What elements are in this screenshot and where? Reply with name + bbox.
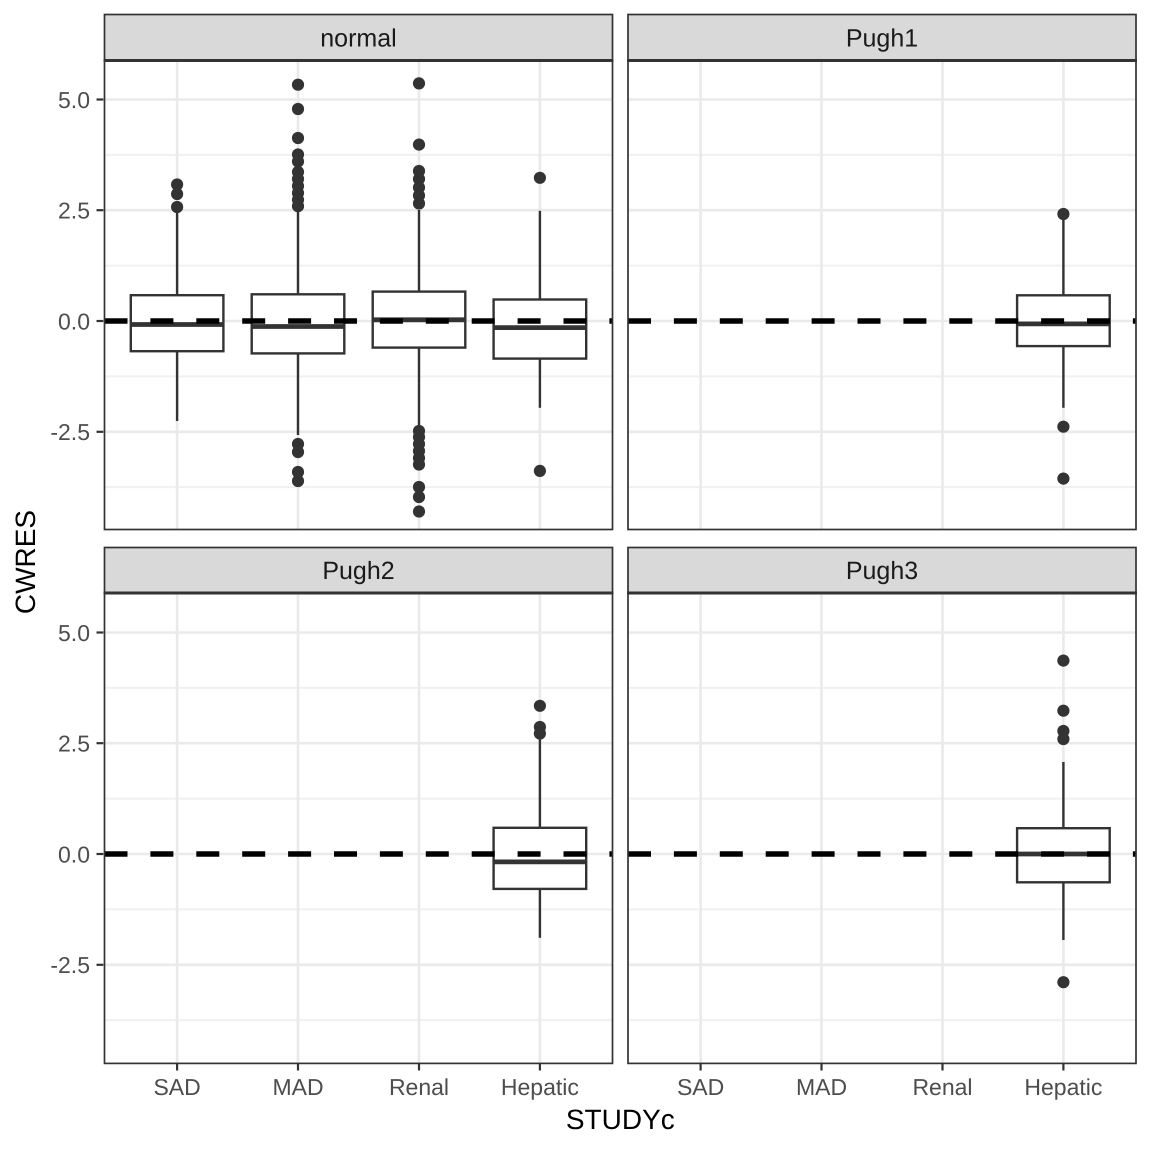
- svg-text:5.0: 5.0: [58, 620, 90, 646]
- svg-text:SAD: SAD: [677, 1074, 724, 1100]
- svg-text:Renal: Renal: [912, 1074, 972, 1100]
- svg-text:Pugh3: Pugh3: [846, 557, 918, 585]
- svg-text:Hepatic: Hepatic: [1024, 1074, 1102, 1100]
- svg-text:0.0: 0.0: [58, 308, 90, 334]
- svg-text:MAD: MAD: [272, 1074, 323, 1100]
- svg-text:SAD: SAD: [153, 1074, 200, 1100]
- svg-text:5.0: 5.0: [58, 87, 90, 113]
- svg-text:CWRES: CWRES: [10, 510, 41, 614]
- svg-text:Pugh2: Pugh2: [322, 557, 394, 585]
- svg-text:normal: normal: [320, 25, 396, 53]
- svg-text:-2.5: -2.5: [50, 952, 90, 978]
- svg-text:2.5: 2.5: [58, 198, 90, 224]
- svg-text:Renal: Renal: [389, 1074, 449, 1100]
- svg-text:Pugh1: Pugh1: [846, 25, 918, 53]
- svg-text:2.5: 2.5: [58, 731, 90, 757]
- svg-text:-2.5: -2.5: [50, 419, 90, 445]
- svg-text:MAD: MAD: [796, 1074, 847, 1100]
- svg-text:Hepatic: Hepatic: [501, 1074, 579, 1100]
- svg-text:0.0: 0.0: [58, 841, 90, 867]
- svg-text:STUDYc: STUDYc: [566, 1104, 675, 1135]
